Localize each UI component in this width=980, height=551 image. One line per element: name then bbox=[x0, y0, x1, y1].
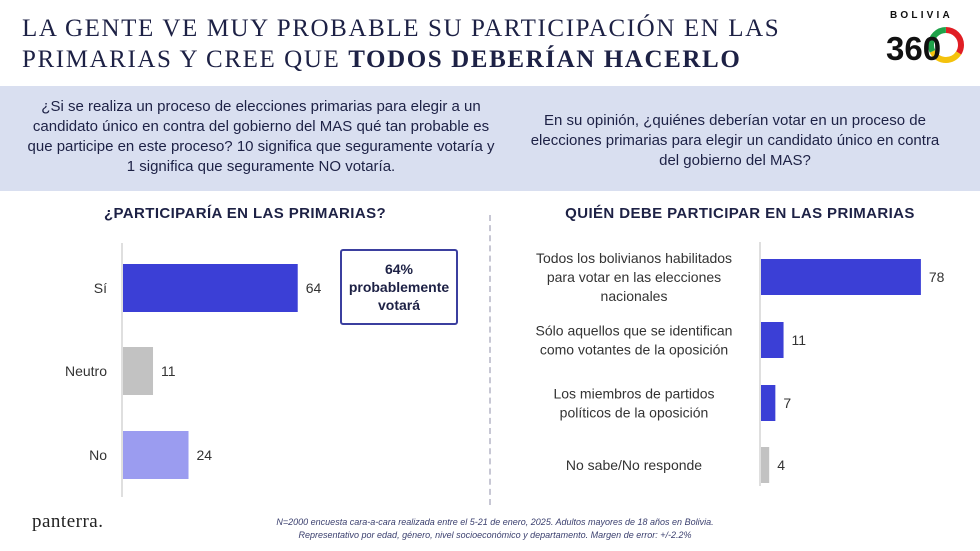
callout-box: 64% probablemente votará bbox=[340, 249, 458, 325]
value-label-no: 24 bbox=[197, 447, 213, 463]
category-label-neutro: Neutro bbox=[65, 363, 107, 379]
category-label-row-1: Todos los bolivianos habilitados para vot… bbox=[536, 250, 732, 304]
bolivia-360-logo: BOLIVIA 360 bbox=[884, 10, 970, 66]
category-label-row-4: No sabe/No responde bbox=[566, 457, 702, 473]
bar-neutro bbox=[123, 347, 154, 395]
bar-row-2 bbox=[761, 322, 784, 358]
question-right: En su opinión, ¿quiénes deberían votar e… bbox=[530, 112, 940, 169]
page-title: LA GENTE VE MUY PROBABLE SU PARTICIPACIÓ… bbox=[22, 13, 822, 75]
category-label-row-2: Sólo aquellos que se identifican como vot… bbox=[536, 323, 733, 358]
logo-graphic: 360 bbox=[886, 27, 964, 66]
value-label-row-1: 78 bbox=[929, 269, 945, 285]
value-label-row-4: 4 bbox=[777, 457, 785, 473]
methodology-note: N=2000 encuesta cara-a-cara realizada en… bbox=[230, 516, 760, 542]
logo-top-text: BOLIVIA bbox=[890, 10, 953, 21]
category-label-row-3: Los miembros de partidos políticos de la … bbox=[553, 386, 714, 421]
question-band bbox=[0, 86, 980, 191]
bar-row-4 bbox=[761, 447, 770, 483]
category-label-no: No bbox=[89, 447, 107, 463]
value-label-row-3: 7 bbox=[783, 395, 791, 411]
logo-number: 360 bbox=[886, 30, 941, 66]
title-line-2: PRIMARIAS Y CREE QUE TODOS DEBERÍAN HACE… bbox=[22, 44, 822, 75]
bar-no bbox=[123, 431, 189, 479]
note-line-1: N=2000 encuesta cara-a-cara realizada en… bbox=[276, 517, 714, 527]
question-left: ¿Si se realiza un proceso de elecciones … bbox=[27, 98, 495, 175]
panterra-logo: panterra. bbox=[32, 511, 104, 532]
bar-row-1 bbox=[761, 259, 921, 295]
value-label-row-2: 11 bbox=[792, 332, 807, 348]
section-divider bbox=[489, 215, 491, 505]
value-label-neutro: 11 bbox=[161, 363, 176, 379]
value-label-si: 64 bbox=[306, 280, 322, 296]
title-line-2-regular: PRIMARIAS Y CREE QUE bbox=[22, 46, 349, 73]
title-line-1: LA GENTE VE MUY PROBABLE SU PARTICIPACIÓ… bbox=[22, 15, 781, 42]
bar-si bbox=[123, 264, 298, 312]
category-label-si: Sí bbox=[94, 280, 107, 296]
right-chart-title: QUIÉN DEBE PARTICIPAR EN LAS PRIMARIAS bbox=[565, 205, 915, 222]
left-chart-title: ¿PARTICIPARÍA EN LAS PRIMARIAS? bbox=[103, 205, 387, 222]
note-line-2: Representativo por edad, género, nivel s… bbox=[298, 530, 692, 540]
title-line-2-bold: TODOS DEBERÍAN HACERLO bbox=[348, 46, 742, 73]
bar-row-3 bbox=[761, 385, 776, 421]
